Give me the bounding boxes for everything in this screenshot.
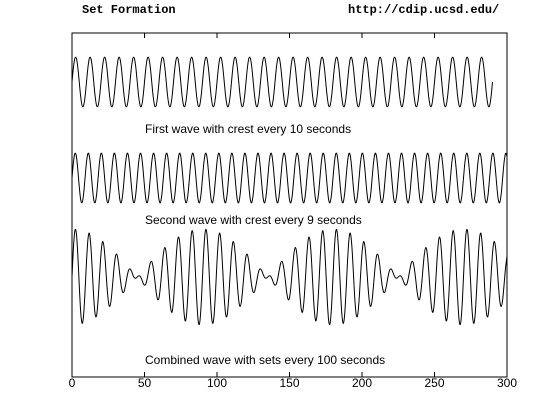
wave-line — [71, 56, 493, 108]
x-tick-label: 100 — [207, 376, 227, 390]
x-tick-label: 200 — [352, 376, 372, 390]
wave-line — [71, 228, 508, 326]
source-url: http://cdip.ucsd.edu/ — [348, 3, 499, 17]
wave-line — [71, 152, 508, 204]
x-tick-label: 300 — [497, 376, 517, 390]
annotation: First wave with crest every 10 seconds — [145, 122, 351, 136]
x-tick-label: 0 — [69, 376, 76, 390]
annotation: Second wave with crest every 9 seconds — [145, 213, 362, 227]
annotation: Combined wave with sets every 100 second… — [145, 353, 385, 367]
x-tick-label: 150 — [279, 376, 299, 390]
x-tick-label: 250 — [424, 376, 444, 390]
page-title: Set Formation — [82, 3, 176, 17]
x-tick-label: 50 — [138, 376, 152, 390]
